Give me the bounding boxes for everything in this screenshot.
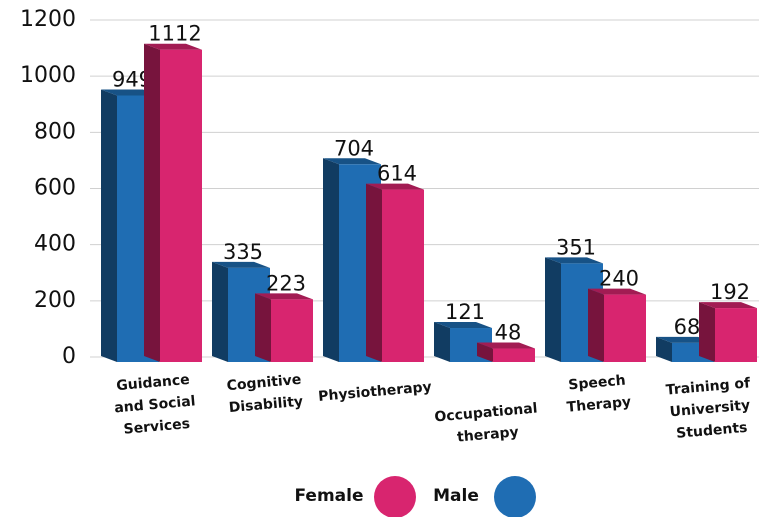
legend-swatch — [374, 476, 416, 517]
x-tick-label-line: Cognitive — [226, 372, 302, 394]
value-label: 192 — [710, 280, 750, 304]
value-label: 223 — [266, 271, 306, 295]
y-tick-label: 400 — [34, 232, 76, 257]
x-tick-label-line: Therapy — [566, 394, 632, 416]
x-tick-label: Physiotherapy — [318, 379, 433, 405]
bar-side — [144, 43, 160, 363]
bar-side — [101, 89, 117, 362]
x-tick-label-line: Guidance — [116, 372, 191, 394]
bar-side — [656, 336, 672, 362]
bar — [271, 299, 313, 362]
bar-top — [588, 288, 646, 295]
value-label: 335 — [223, 240, 263, 264]
y-tick-label: 600 — [34, 176, 76, 201]
bar-side — [588, 288, 604, 362]
bar-top — [545, 257, 603, 264]
legend-label: Female — [295, 486, 364, 506]
x-tick-label: SpeechTherapy — [564, 372, 632, 415]
value-label: 614 — [377, 162, 417, 186]
x-tick-label-line: Physiotherapy — [318, 379, 433, 405]
bar-side — [699, 302, 715, 362]
x-tick-label: CognitiveDisability — [226, 372, 304, 416]
bar-top — [699, 302, 757, 309]
y-tick-label: 200 — [34, 288, 76, 313]
bar — [160, 49, 202, 363]
x-tick-label-line: Occupational — [434, 401, 538, 426]
bar-side — [255, 293, 271, 362]
legend-label: Male — [433, 486, 479, 506]
bar-side — [434, 322, 450, 362]
bar-top — [212, 261, 270, 268]
x-tick-label-line: Students — [676, 420, 748, 442]
value-label: 68 — [674, 315, 701, 339]
bar — [493, 348, 535, 362]
x-tick-label-line: University — [669, 397, 751, 420]
bar — [382, 189, 424, 362]
x-tick-label-line: Training of — [665, 375, 751, 398]
bar-side — [545, 257, 561, 362]
bar-top — [323, 158, 381, 165]
bar-side — [477, 342, 493, 362]
bar-side — [212, 261, 228, 362]
y-tick-label: 0 — [62, 344, 76, 369]
value-label: 1112 — [148, 22, 201, 46]
bar — [604, 294, 646, 362]
y-tick-label: 800 — [34, 119, 76, 144]
x-tick-label: Guidanceand SocialServices — [112, 371, 198, 438]
bar-top — [477, 342, 535, 349]
x-tick-label: Training ofUniversityStudents — [665, 375, 755, 442]
value-label: 48 — [495, 321, 522, 345]
bar-top — [366, 183, 424, 190]
value-label: 351 — [556, 235, 596, 259]
value-label: 121 — [445, 300, 485, 324]
x-tick-label-line: therapy — [457, 424, 520, 445]
value-label: 240 — [599, 267, 639, 291]
bar-side — [366, 183, 382, 362]
bar — [715, 308, 757, 362]
bar-top — [255, 293, 313, 300]
x-tick-label-line: Services — [123, 416, 191, 438]
y-tick-label: 1000 — [20, 63, 76, 88]
value-label: 704 — [334, 136, 374, 160]
x-tick-label: Occupationaltherapy — [434, 401, 540, 448]
bar-top — [144, 43, 202, 50]
x-tick-label-line: Speech — [568, 373, 627, 394]
x-tick-label-line: Disability — [228, 394, 304, 416]
legend-swatch — [494, 476, 536, 517]
x-tick-label-line: and Social — [114, 393, 196, 416]
bar-side — [323, 158, 339, 362]
y-tick-label: 1200 — [20, 7, 76, 32]
bar-top — [434, 322, 492, 329]
